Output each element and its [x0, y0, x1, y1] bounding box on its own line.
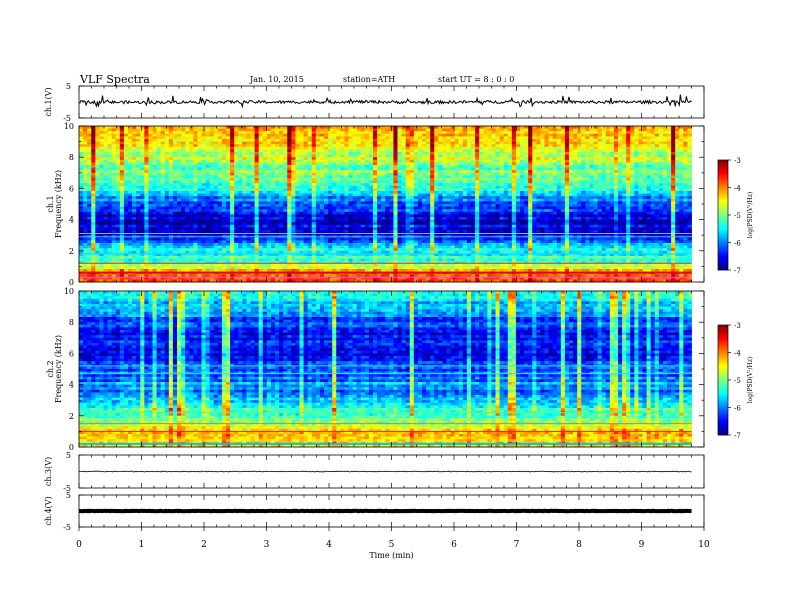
y-tick-label: 5	[66, 82, 71, 91]
x-tick-label: 5	[389, 540, 395, 550]
y-tick-label: -5	[63, 484, 71, 493]
colorbar-tick-label: -3	[734, 322, 741, 330]
x-tick-label: 1	[139, 540, 145, 550]
colorbar-tick-label: -4	[734, 185, 741, 193]
y-tick-label: 10	[64, 122, 74, 131]
waveform-axis-label: ch.1(V)	[44, 87, 53, 116]
colorbar-tick-label: -4	[734, 350, 741, 358]
date-label: Jan. 10, 2015	[250, 75, 304, 84]
frequency-axis-label: Frequency (kHz)	[54, 170, 63, 238]
x-tick-label: 10	[698, 540, 710, 550]
x-tick-label: 2	[201, 540, 207, 550]
spectrogram-ch2	[79, 291, 692, 448]
y-tick-label: 4	[69, 216, 74, 225]
y-tick-label: 6	[69, 349, 74, 358]
plot-title: VLF Spectra	[80, 73, 150, 86]
waveform-axis-label: ch.4(V)	[44, 496, 53, 525]
colorbar-tick-label: -5	[734, 212, 741, 220]
y-tick-label: -5	[63, 523, 71, 532]
x-tick-label: 8	[576, 540, 582, 550]
colorbar-layer: -3 -4 -5 -6 -7 log(PSD(V²/Hz) -3 -4 -5 -6 -7 log(PS…	[717, 157, 754, 440]
tick-layer	[78, 85, 705, 531]
y-tick-label: 10	[64, 287, 74, 296]
y-tick-label: 8	[69, 153, 74, 162]
waveform-trace	[78, 94, 692, 109]
y-tick-label: -5	[63, 114, 71, 123]
y-tick-label: 0	[69, 278, 74, 287]
spectrogram-layer	[79, 126, 692, 448]
colorbar-label: log(PSD(V²/Hz)	[747, 192, 754, 239]
waveform-trace	[78, 470, 692, 473]
x-tick-label: 0	[76, 540, 82, 550]
x-tick-label: 7	[514, 540, 520, 550]
y-tick-label: 4	[69, 381, 74, 390]
y-tick-label: 2	[69, 412, 74, 421]
colorbar-label: log(PSD(V²/Hz)	[747, 357, 754, 404]
colorbar-tick-label: -7	[734, 432, 741, 440]
y-tick-label: 6	[69, 184, 74, 193]
channel-label: ch.1	[46, 195, 55, 212]
spectrogram-ch1	[79, 126, 692, 283]
station-label: station=ATH	[343, 75, 396, 84]
colorbar-tick-label: -5	[734, 377, 741, 385]
y-tick-label: 0	[69, 443, 74, 452]
waveform-axis-label: ch.3(V)	[44, 457, 53, 486]
start-time-label: start UT = 8 : 0 : 0	[438, 75, 515, 84]
waveform-layer	[78, 94, 692, 514]
x-tick-label: 6	[451, 540, 457, 550]
colorbar-tick-label: -7	[734, 267, 741, 275]
x-tick-label: 3	[264, 540, 270, 550]
colorbar-tick-label: -3	[734, 157, 741, 165]
x-tick-label: 4	[326, 540, 332, 550]
y-tick-label: 5	[66, 451, 71, 460]
frequency-axis-label: Frequency (kHz)	[54, 335, 63, 403]
x-axis-label: Time (min)	[369, 551, 413, 560]
colorbar-tick-label: -6	[734, 240, 741, 248]
colorbar-tick-label: -6	[734, 405, 741, 413]
y-tick-label: 5	[66, 491, 71, 500]
channel-label: ch.2	[46, 360, 55, 377]
y-tick-label: 8	[69, 318, 74, 327]
x-tick-label: 9	[639, 540, 645, 550]
y-tick-label: 2	[69, 247, 74, 256]
